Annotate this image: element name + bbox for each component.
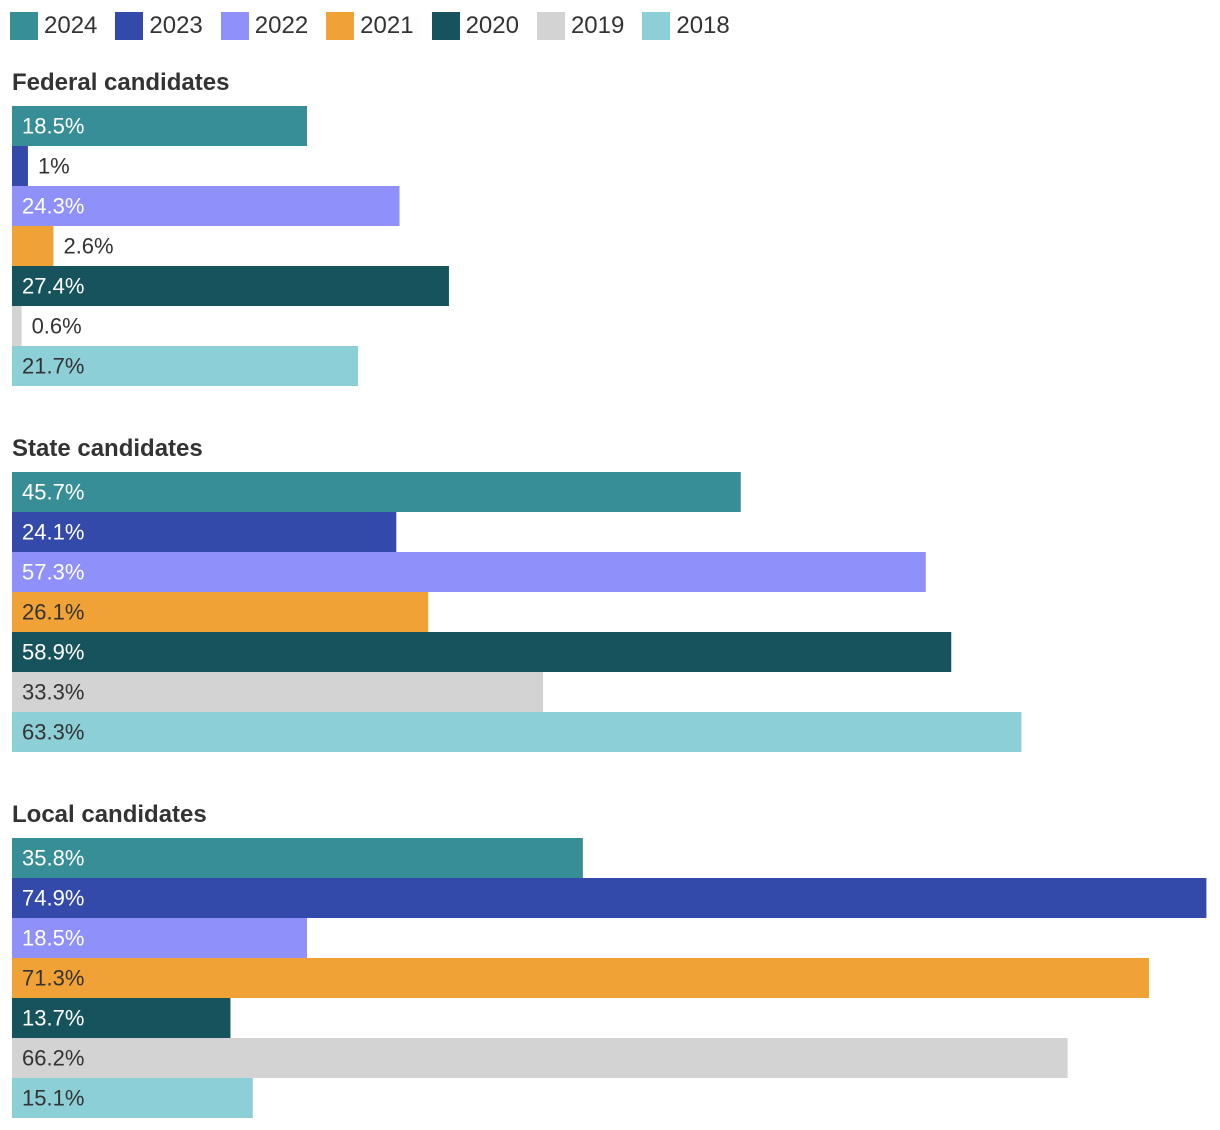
bar-state-candidates-2022 [12, 552, 926, 592]
bar-federal-candidates-2021 [12, 226, 54, 266]
group-title-state-candidates: State candidates [12, 435, 203, 462]
bar-label-state-candidates-2024: 45.7% [22, 480, 84, 505]
bar-label-federal-candidates-2024: 18.5% [22, 114, 84, 139]
bar-local-candidates-2022 [12, 918, 308, 958]
legend-swatch-2018 [642, 12, 671, 40]
bar-label-state-candidates-2021: 26.1% [22, 600, 84, 625]
legend-item-2020: 2020 [431, 12, 519, 40]
bar-label-state-candidates-2019: 33.3% [22, 680, 84, 705]
legend-label-2018: 2018 [676, 12, 730, 39]
bar-state-candidates-2024 [12, 472, 741, 512]
bar-label-state-candidates-2020: 58.9% [22, 640, 84, 665]
legend-label-2023: 2023 [149, 12, 203, 39]
bar-local-candidates-2019 [12, 1038, 1068, 1078]
bar-state-candidates-2018 [12, 712, 1022, 752]
bar-label-local-candidates-2019: 66.2% [22, 1046, 84, 1071]
bar-label-local-candidates-2022: 18.5% [22, 926, 84, 951]
bar-label-local-candidates-2021: 71.3% [22, 966, 84, 991]
legend-item-2019: 2019 [536, 12, 625, 40]
bar-label-local-candidates-2020: 13.7% [22, 1006, 84, 1031]
legend-item-2021: 2021 [326, 12, 414, 40]
bar-label-local-candidates-2018: 15.1% [22, 1086, 84, 1111]
legend-swatch-2019 [536, 12, 565, 40]
bar-local-candidates-2018 [12, 1078, 253, 1118]
chart-legend: 2024 2023 2022 2021 2020 2019 2018 [10, 10, 748, 42]
bar-local-candidates-2024 [12, 838, 583, 878]
legend-swatch-2020 [431, 12, 460, 40]
bar-state-candidates-2020 [12, 632, 952, 672]
bar-label-federal-candidates-2023: 1% [38, 154, 70, 179]
legend-label-2022: 2022 [254, 12, 309, 39]
bar-state-candidates-2019 [12, 672, 544, 712]
legend-item-2024: 2024 [10, 12, 97, 40]
bar-federal-candidates-2023 [12, 146, 28, 186]
bar-state-candidates-2021 [12, 592, 429, 632]
legend-swatch-2024 [10, 12, 38, 40]
bar-federal-candidates-2022 [12, 186, 400, 226]
legend-item-2023: 2023 [115, 12, 203, 40]
legend-swatch-2021 [326, 12, 355, 40]
bar-federal-candidates-2024 [12, 106, 308, 146]
bar-local-candidates-2023 [12, 878, 1207, 918]
bar-label-federal-candidates-2021: 2.6% [63, 234, 113, 259]
legend-item-2022: 2022 [220, 12, 309, 40]
bar-label-federal-candidates-2022: 24.3% [22, 194, 84, 219]
group-title-local-candidates: Local candidates [12, 801, 207, 828]
legend-item-2018: 2018 [642, 12, 730, 40]
legend-label-2024: 2024 [44, 12, 98, 39]
bar-label-federal-candidates-2020: 27.4% [22, 274, 84, 299]
legend-swatch-2022 [220, 12, 249, 40]
legend-label-2020: 2020 [465, 12, 519, 39]
group-title-federal-candidates: Federal candidates [12, 69, 229, 96]
bar-label-federal-candidates-2018: 21.7% [22, 354, 84, 379]
legend-swatch-2023 [115, 12, 144, 40]
bar-label-state-candidates-2018: 63.3% [22, 720, 84, 745]
legend-label-2019: 2019 [570, 12, 625, 39]
bar-label-state-candidates-2022: 57.3% [22, 560, 84, 585]
bar-federal-candidates-2018 [12, 346, 359, 386]
bar-label-state-candidates-2023: 24.1% [22, 520, 84, 545]
bar-local-candidates-2020 [12, 998, 231, 1038]
bar-state-candidates-2023 [12, 512, 397, 552]
bar-label-local-candidates-2023: 74.9% [22, 886, 84, 911]
bar-local-candidates-2021 [12, 958, 1149, 998]
bar-label-local-candidates-2024: 35.8% [22, 846, 84, 871]
bar-federal-candidates-2019 [12, 306, 22, 346]
bar-federal-candidates-2020 [12, 266, 449, 306]
legend-label-2021: 2021 [360, 12, 414, 39]
bar-label-federal-candidates-2019: 0.6% [32, 314, 82, 339]
